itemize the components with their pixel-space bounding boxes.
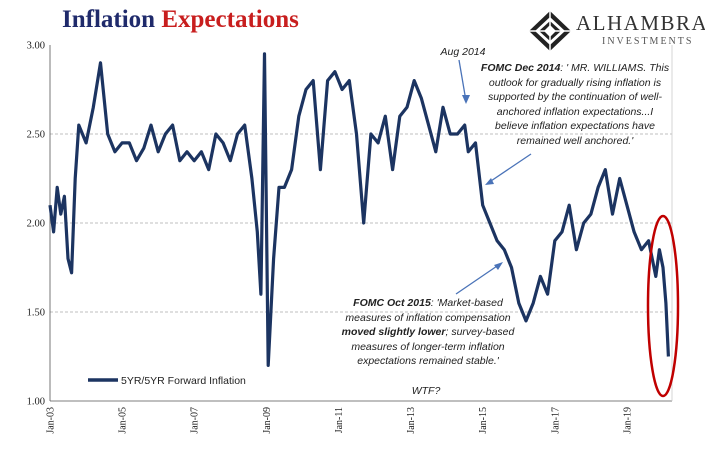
alhambra-logo: ALHAMBRA INVESTMENTS: [528, 10, 705, 52]
oct2015-line3-bold: moved slightly lower: [341, 326, 446, 338]
oct2015-line3: ; survey-based: [445, 326, 515, 338]
chart-title: Inflation Expectations: [62, 6, 299, 34]
annotation-arrows: [455, 59, 532, 295]
y-tick-label: 2.00: [27, 219, 45, 230]
series-line-5yr5yr-forward-inflation: [48, 52, 670, 367]
x-tick-label: Jan-07: [190, 407, 201, 434]
annotation-wtf: WTF?: [411, 385, 441, 397]
x-tick-label: Jan-13: [406, 407, 417, 434]
dec2014-heading: FOMC Dec 2014: [480, 62, 561, 74]
oct2015-heading: FOMC Oct 2015: [353, 297, 431, 309]
x-tick-label: Jan-17: [550, 407, 561, 434]
arrow-aug-2014-head: [462, 95, 470, 104]
annotation-aug-2014: Aug 2014: [440, 46, 486, 58]
y-tick-label: 1.00: [27, 397, 45, 408]
title-part-1: Inflation: [62, 6, 156, 33]
arrow-dec-2014: [487, 153, 532, 184]
oct2015-line5: expectations remained stable.': [357, 355, 499, 367]
x-tick-label: Jan-15: [478, 407, 489, 434]
dec2014-line6: remained well anchored.': [516, 134, 634, 147]
logo-name: ALHAMBRA: [576, 11, 705, 35]
logo-subtitle: INVESTMENTS: [602, 36, 694, 47]
x-tick-label: Jan-19: [622, 407, 633, 434]
grid-lines: [50, 133, 672, 313]
oct2015-line1: : 'Market-based: [430, 297, 503, 309]
y-tick-label: 1.50: [27, 308, 45, 319]
oct2015-line4: measures of longer-term inflation: [351, 340, 505, 353]
dec2014-line4: anchored inflation expectations...I: [496, 105, 654, 118]
arrow-dec-2014-head: [485, 178, 494, 185]
x-tick-label: Jan-09: [262, 407, 273, 434]
x-tick-label: Jan-05: [118, 407, 129, 434]
oct2015-line2: measures of inflation compensation: [345, 311, 511, 324]
legend-label: 5YR/5YR Forward Inflation: [121, 375, 246, 387]
alhambra-diamond-icon: [529, 11, 571, 51]
dec2014-line1: : ' MR. WILLIAMS. This: [560, 62, 670, 74]
arrow-aug-2014: [458, 59, 467, 102]
arrow-oct-2015-head: [494, 262, 503, 270]
dec2014-line2: outlook for gradually rising inflation i…: [488, 76, 662, 89]
legend: 5YR/5YR Forward Inflation: [88, 375, 246, 387]
x-tick-labels: Jan-03 Jan-05 Jan-07 Jan-09 Jan-11 Jan-13 Jan-…: [46, 407, 634, 434]
x-tick-label: Jan-11: [334, 407, 345, 433]
y-tick-label: 3.00: [27, 41, 45, 52]
title-part-2: Expectations: [161, 6, 299, 33]
axes: [49, 45, 673, 402]
x-tick-label: Jan-03: [46, 407, 57, 434]
highlight-ellipse: [646, 214, 680, 398]
dec2014-line5: believe inflation expectations have: [495, 120, 655, 132]
dec2014-line3: supported by the continuation of well-: [488, 91, 662, 103]
arrow-oct-2015: [455, 263, 501, 295]
annotation-fomc-oct-2015: FOMC Oct 2015: 'Market-based measures of…: [328, 296, 528, 369]
annotation-fomc-dec-2014: FOMC Dec 2014: ' MR. WILLIAMS. This outl…: [470, 61, 680, 148]
y-tick-labels: 3.00 2.50 2.00 1.50 1.00: [27, 41, 45, 408]
y-tick-label: 2.50: [27, 130, 45, 141]
